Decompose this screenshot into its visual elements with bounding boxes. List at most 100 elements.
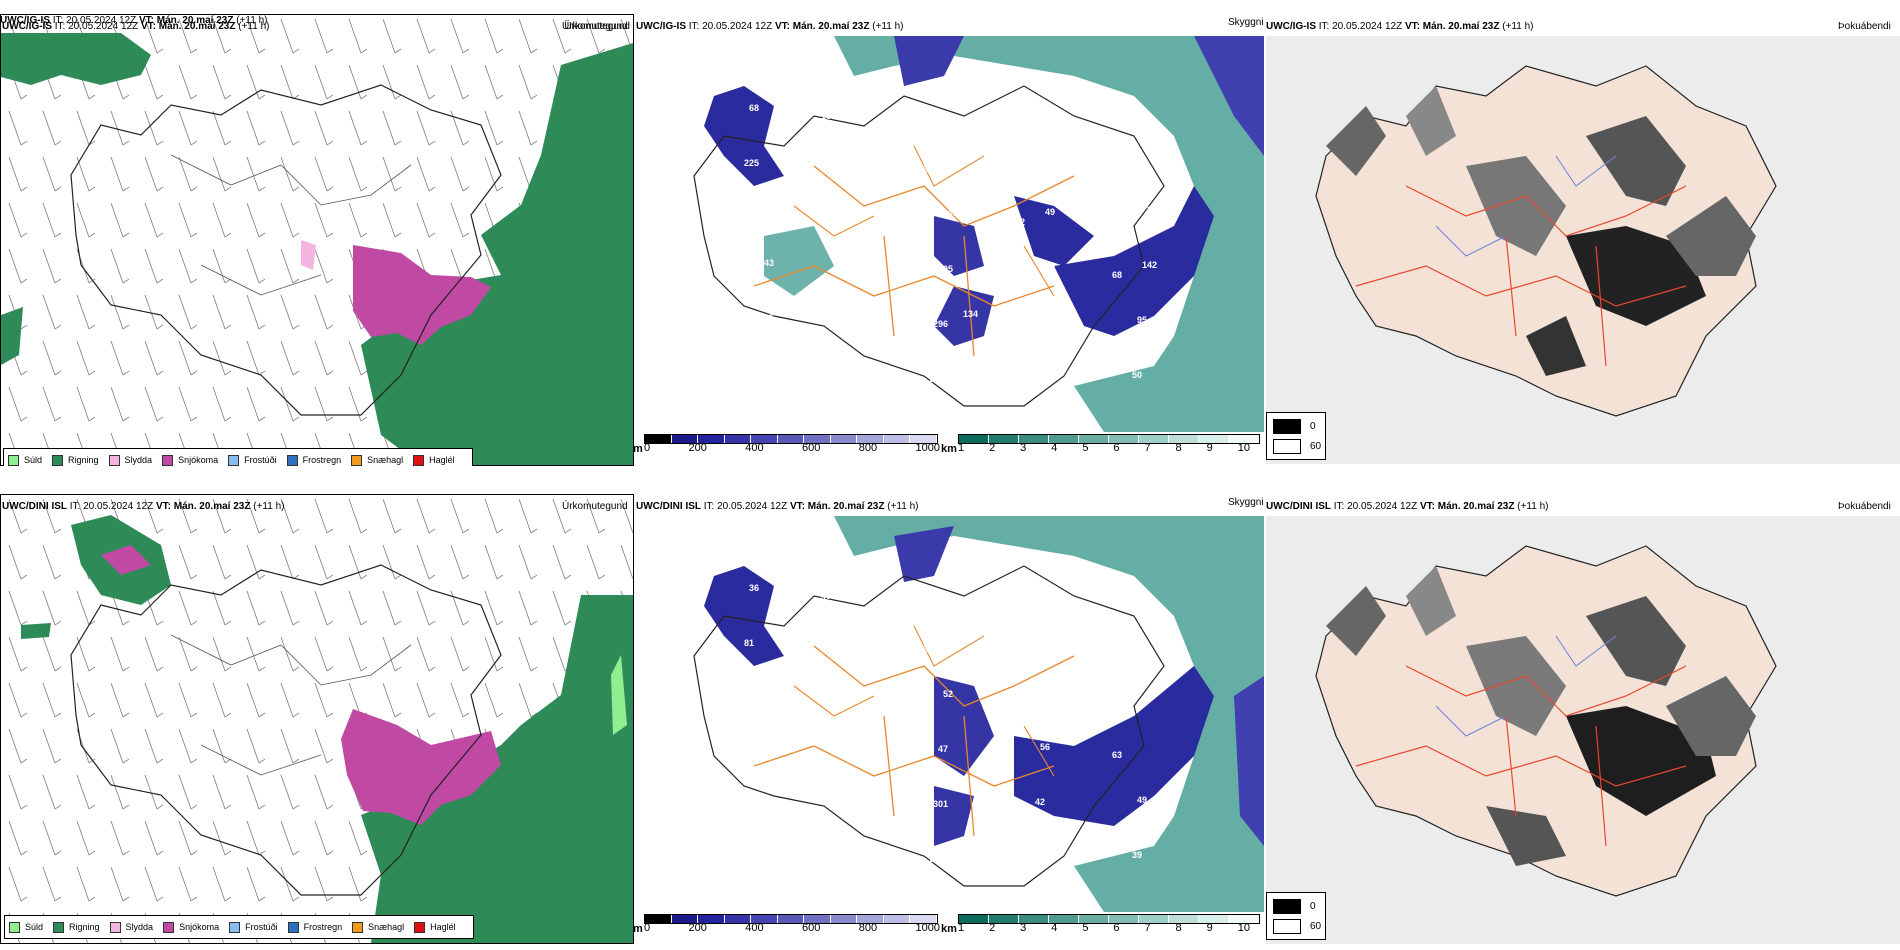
visibility-value-label: 118 — [826, 376, 841, 386]
scale-tick: 1 — [958, 922, 965, 934]
scale-tick: 400 — [745, 922, 764, 934]
fog-legend-row: 60 — [1273, 919, 1321, 934]
visibility-value-label: 53 — [754, 848, 764, 858]
visibility-unit: km — [941, 923, 957, 935]
scale-tick: 7 — [1144, 922, 1151, 934]
legend-item: Slydda — [108, 454, 152, 466]
legend-item: Snæhagl — [352, 921, 404, 933]
visibility-value-label: 143 — [724, 58, 739, 68]
visibility-unit: km — [941, 443, 957, 455]
visibility-value-label: 240 — [1147, 205, 1162, 215]
visibility-value-label: 123 — [928, 374, 943, 384]
scale-tick: 3 — [1020, 922, 1027, 934]
scale-cell — [883, 915, 911, 923]
scale-tick: 200 — [688, 922, 707, 934]
scale-tick: 1000 — [915, 922, 940, 934]
legend-swatch — [229, 921, 241, 933]
legend-swatch — [9, 921, 20, 933]
visibility-value-label: 55 — [729, 323, 739, 333]
visibility-value-label: 50 — [1132, 370, 1142, 380]
visibility-value-label: 25 — [734, 268, 744, 278]
fog-legend-bottom: 0 60 — [1266, 892, 1326, 940]
cloud-base-scale — [644, 434, 938, 444]
visibility-value-label: 93 — [739, 213, 749, 223]
visibility-value-label: 62 — [918, 164, 928, 174]
visibility-value-label: 49 — [1137, 795, 1147, 805]
fog-swatch — [1273, 919, 1301, 934]
legend-swatch — [351, 454, 363, 466]
cloud-base-ticks: 0 200 400 600 800 1000 — [644, 442, 940, 454]
legend-swatch — [228, 454, 240, 466]
scale-cell — [698, 915, 725, 923]
panel-title-top-vis: UWC/IG-IS IT: 20.05.2024 12Z VT: Mán. 20… — [636, 21, 904, 32]
scale-cell — [777, 915, 805, 923]
visibility-panel-bottom: 169 49 62 68 63 00 105 124 163 169 20 85 100 121 142 12… — [634, 516, 1264, 912]
visibility-value-label: 58 — [953, 99, 963, 109]
visibility-value-label: 49 — [821, 591, 831, 601]
visibility-value-label: 157 — [866, 256, 881, 266]
legend-item: Rigning — [52, 454, 99, 466]
legend-swatch — [287, 921, 299, 933]
legend-item: Súld — [9, 921, 43, 933]
scale-tick: 9 — [1206, 922, 1213, 934]
visibility-value-label: 52 — [943, 689, 953, 699]
visibility-value-label: 80 — [1020, 162, 1030, 172]
scale-cell — [1019, 915, 1049, 923]
scale-tick: 800 — [858, 922, 878, 934]
visibility-value-label: 301 — [933, 799, 948, 809]
visibility-value-label: 64 — [841, 691, 851, 701]
scale-cell — [777, 435, 805, 443]
visibility-value-label: 169 — [724, 538, 739, 548]
scale-cell — [1139, 915, 1169, 923]
visibility-labels-top: 143 167 62 52 68 55 118 95 80 76 25 93 123 145 69 93 150… — [724, 58, 1162, 386]
cloud-base-unit: m — [633, 443, 643, 455]
scale-cell — [1109, 915, 1139, 923]
scale-tick: 400 — [745, 442, 764, 454]
panel-type-bottom-precip: Úrkomutegund — [562, 501, 628, 512]
visibility-value-label: 68 — [1112, 270, 1122, 280]
visibility-value-label: 42 — [1035, 797, 1045, 807]
scale-tick: 0 — [644, 442, 651, 454]
legend-swatch — [109, 921, 121, 933]
scale-tick: 4 — [1051, 442, 1058, 454]
scale-tick: 1 — [958, 442, 965, 454]
legend-swatch — [108, 454, 120, 466]
scale-cell — [698, 435, 725, 443]
visibility-value-label: 124 — [943, 209, 958, 219]
legend-item: Haglél — [413, 454, 455, 466]
visibility-value-label: 86 — [754, 368, 764, 378]
scale-tick: 2 — [989, 922, 996, 934]
scale-cell — [883, 435, 911, 443]
scale-tick: 6 — [1113, 442, 1120, 454]
visibility-value-label: 226 — [1127, 105, 1142, 115]
scale-tick: 7 — [1144, 442, 1151, 454]
panel-type-top-fog: Þokuábendi — [1838, 21, 1891, 32]
legend-swatch — [414, 921, 426, 933]
legend-swatch — [286, 454, 298, 466]
scale-cell — [1229, 435, 1259, 443]
panel-type-bottom-vis: Skyggni — [1228, 497, 1264, 508]
scale-cell — [1169, 915, 1199, 923]
scale-cell — [804, 915, 831, 923]
legend-item: Frostúði — [229, 921, 278, 933]
visibility-value-label: 80 — [851, 581, 861, 591]
scale-cell — [671, 915, 699, 923]
visibility-value-label: 63 — [1112, 750, 1122, 760]
visibility-value-label: 225 — [744, 158, 759, 168]
legend-item: Frostúði — [228, 454, 277, 466]
visibility-value-label: 53 — [948, 154, 958, 164]
scale-cell — [724, 435, 752, 443]
visibility-value-label: 39 — [1132, 850, 1142, 860]
fog-swatch — [1273, 439, 1301, 454]
scale-tick: 800 — [858, 442, 878, 454]
scale-tick: 5 — [1082, 922, 1089, 934]
scale-cell — [1019, 435, 1049, 443]
scale-cell — [830, 915, 858, 923]
legend-item: Snjókoma — [162, 454, 218, 466]
scale-cell — [857, 915, 884, 923]
visibility-value-label: 64 — [861, 311, 871, 321]
visibility-value-label: 163 — [846, 156, 861, 166]
visibility-value-label: 00 — [729, 803, 739, 813]
fog-legend-row: 0 — [1273, 419, 1316, 434]
visibility-value-label: 36 — [749, 583, 759, 593]
